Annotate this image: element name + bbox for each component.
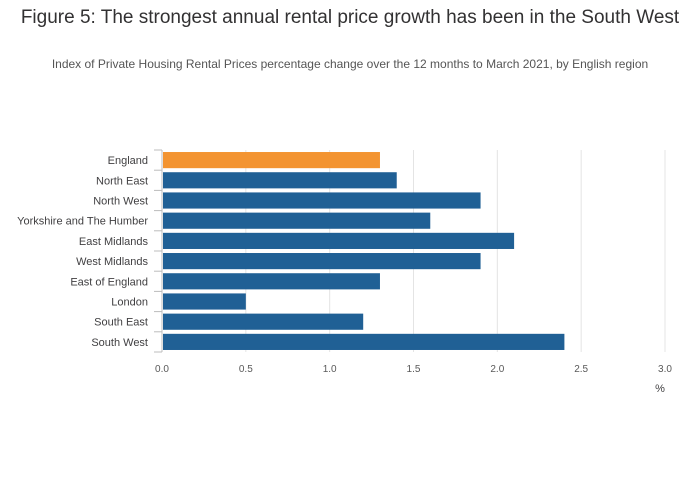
- x-tick-label: 2.5: [574, 364, 588, 375]
- category-label: South East: [94, 317, 148, 329]
- x-tick-label: 1.0: [323, 364, 337, 375]
- bar-london[interactable]: [163, 293, 246, 310]
- y-axis: [154, 149, 163, 353]
- category-label: East of England: [70, 276, 148, 288]
- category-labels: England North East North West Yorkshire and…: [17, 155, 148, 349]
- category-label: London: [111, 297, 148, 309]
- bar-south-east[interactable]: [163, 313, 364, 330]
- x-tick-label: 0.0: [155, 364, 169, 375]
- category-label: East Midlands: [79, 236, 149, 248]
- bar-east-midlands[interactable]: [163, 232, 515, 249]
- category-label: West Midlands: [76, 256, 148, 268]
- chart-subtitle: Index of Private Housing Rental Prices p…: [51, 57, 649, 71]
- category-label: North East: [96, 175, 148, 187]
- bar-west-midlands[interactable]: [163, 253, 481, 270]
- category-label: England: [108, 155, 148, 167]
- bar-south-west[interactable]: [163, 333, 565, 350]
- x-tick-label: 2.0: [490, 364, 504, 375]
- x-tick-label: 0.5: [239, 364, 253, 375]
- category-label: South West: [91, 337, 148, 349]
- x-tick-labels: 0.0 0.5 1.0 1.5 2.0 2.5 3.0: [155, 364, 672, 375]
- x-axis-label: %: [655, 383, 665, 395]
- chart-title: Figure 5: The strongest annual rental pr…: [20, 7, 680, 28]
- bar-north-east[interactable]: [163, 172, 397, 189]
- x-tick-label: 1.5: [407, 364, 421, 375]
- bar-yorkshire-and-the-humber[interactable]: [163, 212, 431, 229]
- category-label: Yorkshire and The Humber: [17, 216, 148, 228]
- category-label: North West: [93, 196, 148, 208]
- bar-east-of-england[interactable]: [163, 273, 380, 290]
- bar-england[interactable]: [163, 152, 380, 169]
- bar-north-west[interactable]: [163, 192, 481, 209]
- x-tick-label: 3.0: [658, 364, 672, 375]
- bars: [163, 152, 565, 350]
